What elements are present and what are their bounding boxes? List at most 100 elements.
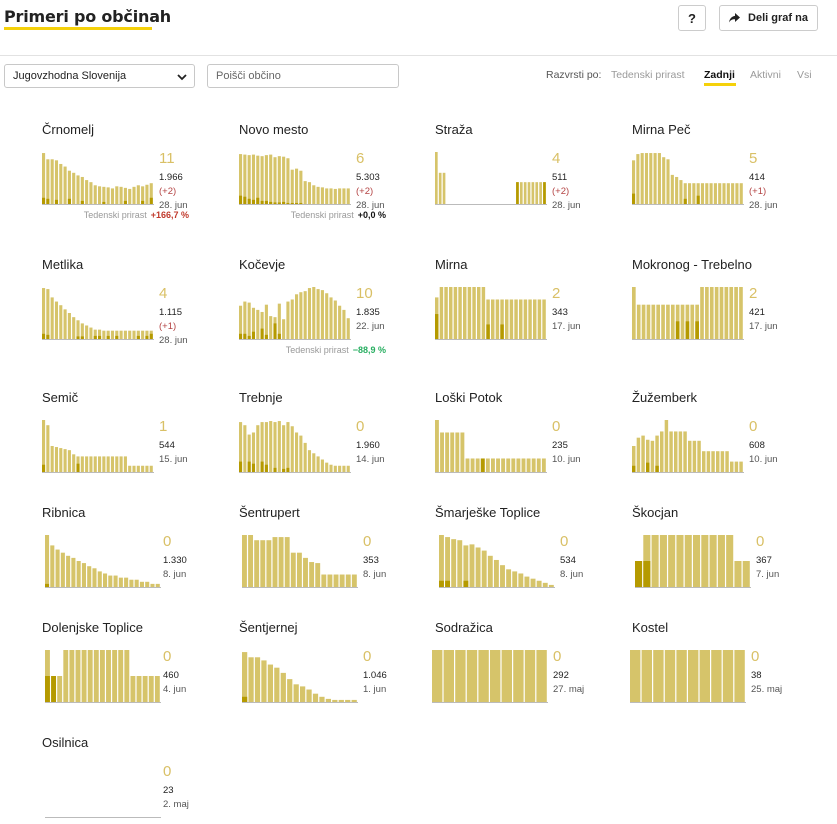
municipality-name[interactable]: Mirna bbox=[435, 257, 468, 272]
chart-bar bbox=[641, 650, 652, 702]
chart-bar bbox=[453, 287, 458, 339]
chart-bar bbox=[130, 676, 136, 702]
chart-bar-recent bbox=[282, 201, 286, 204]
chart-bar bbox=[734, 561, 742, 587]
municipality-sparkline bbox=[42, 288, 154, 340]
chart-bar bbox=[683, 431, 687, 472]
municipality-sparkline bbox=[242, 535, 358, 588]
chart-bar bbox=[320, 187, 324, 204]
chart-bar bbox=[80, 456, 84, 472]
chart-bar bbox=[60, 552, 65, 587]
municipality-name[interactable]: Sodražica bbox=[435, 620, 493, 635]
latest-cases: 0 bbox=[552, 418, 561, 435]
chart-bar bbox=[93, 456, 97, 472]
municipality-name[interactable]: Šentrupert bbox=[239, 505, 300, 520]
chart-bar bbox=[119, 456, 123, 472]
chart-bar bbox=[500, 565, 505, 587]
chart-bar bbox=[338, 699, 344, 702]
chart-bar-recent bbox=[632, 193, 636, 204]
chart-bar-recent bbox=[695, 321, 699, 339]
chart-bar bbox=[679, 180, 683, 204]
chart-bar bbox=[81, 563, 86, 587]
chart-bar bbox=[251, 432, 256, 472]
chart-bar bbox=[644, 153, 649, 204]
chart-bar-recent bbox=[696, 195, 700, 204]
chart-bar bbox=[535, 182, 539, 204]
chart-bar bbox=[668, 535, 676, 587]
chart-bar bbox=[506, 569, 512, 587]
chart-bar bbox=[662, 157, 666, 204]
chart-bar bbox=[501, 650, 512, 702]
chart-bar bbox=[684, 535, 692, 587]
sort-option-weekly-growth[interactable]: Tedenski prirast bbox=[611, 69, 685, 81]
chart-bar bbox=[530, 578, 536, 587]
municipality-name[interactable]: Mokronog - Trebelno bbox=[632, 257, 752, 272]
municipality-name[interactable]: Žužemberk bbox=[632, 390, 698, 405]
total-cases: 544 bbox=[159, 440, 175, 451]
municipality-name[interactable]: Ribnica bbox=[42, 505, 86, 520]
chart-bar bbox=[264, 155, 268, 204]
municipality-name[interactable]: Dolenjske Toplice bbox=[42, 620, 143, 635]
municipality-name[interactable]: Trebnje bbox=[239, 390, 283, 405]
municipality-name[interactable]: Šentjernej bbox=[239, 620, 298, 635]
chart-bar bbox=[458, 287, 462, 339]
sort-option-all[interactable]: Vsi bbox=[797, 69, 812, 81]
chart-bar bbox=[724, 287, 729, 339]
sort-option-latest[interactable]: Zadnji bbox=[704, 69, 735, 81]
chart-bar bbox=[243, 425, 247, 472]
municipality-sparkline bbox=[435, 287, 547, 340]
region-select[interactable]: Jugovzhodna Slovenija bbox=[4, 64, 195, 88]
chart-bar bbox=[675, 176, 679, 204]
chart-bar bbox=[155, 583, 160, 587]
chart-bar-recent bbox=[80, 336, 84, 339]
chart-bar-recent bbox=[435, 314, 439, 339]
chart-bar-recent bbox=[480, 458, 485, 472]
share-button[interactable]: Deli graf na bbox=[719, 5, 818, 31]
chart-bar bbox=[148, 676, 154, 702]
chart-bar bbox=[731, 183, 735, 204]
sort-active-underline bbox=[704, 83, 736, 86]
chart-bar bbox=[688, 440, 692, 472]
municipality-name[interactable]: Škocjan bbox=[632, 505, 679, 520]
latest-cases: 11 bbox=[159, 150, 175, 167]
last-update-date: 10. jun bbox=[552, 454, 581, 465]
chart-bar bbox=[92, 568, 97, 587]
municipality-name[interactable]: Semič bbox=[42, 390, 79, 405]
chart-bar-recent bbox=[251, 331, 256, 339]
help-button[interactable]: ? bbox=[678, 5, 706, 31]
chart-bar bbox=[316, 289, 320, 339]
chart-bar bbox=[542, 582, 548, 587]
municipality-name[interactable]: Kočevje bbox=[239, 257, 286, 272]
municipality-name[interactable]: Črnomelj bbox=[42, 122, 95, 137]
municipality-name[interactable]: Osilnica bbox=[42, 735, 89, 750]
chart-bar bbox=[129, 579, 134, 587]
chart-bar bbox=[719, 287, 724, 339]
weekly-growth-value: −88,9 % bbox=[352, 345, 386, 355]
municipality-name[interactable]: Kostel bbox=[632, 620, 669, 635]
search-input[interactable] bbox=[207, 64, 399, 88]
municipality-name[interactable]: Straža bbox=[435, 122, 473, 137]
chart-bar bbox=[351, 574, 357, 587]
municipality-name[interactable]: Metlika bbox=[42, 257, 84, 272]
chart-bar bbox=[327, 574, 333, 587]
chart-bar bbox=[256, 155, 260, 204]
sort-option-active[interactable]: Aktivni bbox=[750, 69, 781, 81]
chart-bar-recent bbox=[93, 335, 97, 339]
chart-bar bbox=[93, 650, 99, 702]
weekly-growth-label: Tedenski prirast bbox=[83, 210, 147, 220]
chart-bar bbox=[264, 304, 268, 339]
total-cases: 353 bbox=[363, 555, 379, 566]
municipality-name[interactable]: Šmarješke Toplice bbox=[435, 505, 541, 520]
chart-bar bbox=[495, 299, 500, 339]
chart-bar bbox=[247, 434, 251, 472]
chart-bar bbox=[312, 693, 319, 702]
chart-bar bbox=[256, 309, 260, 339]
chart-bar bbox=[664, 420, 669, 472]
chart-bar bbox=[57, 676, 63, 702]
chart-bar bbox=[501, 458, 506, 472]
municipality-name[interactable]: Novo mesto bbox=[239, 122, 309, 137]
municipality-name[interactable]: Mirna Peč bbox=[632, 122, 691, 137]
chart-bar bbox=[124, 650, 130, 702]
chart-bar bbox=[141, 465, 145, 472]
municipality-name[interactable]: Loški Potok bbox=[435, 390, 503, 405]
